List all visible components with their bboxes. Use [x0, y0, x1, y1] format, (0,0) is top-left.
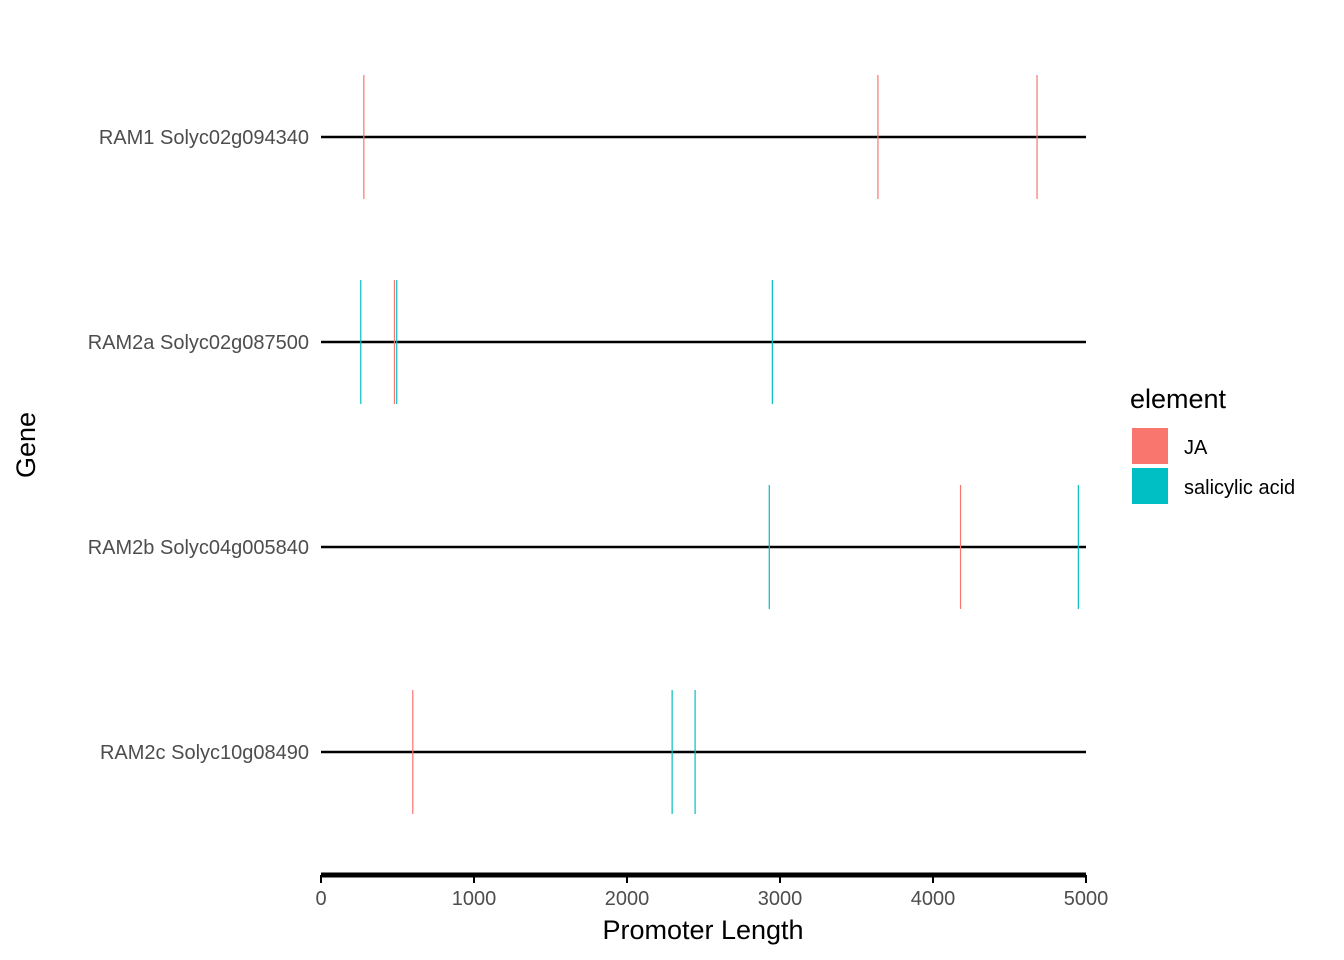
gene-label: RAM2c Solyc10g08490	[100, 742, 309, 764]
legend-key	[1132, 428, 1168, 464]
gene-label: RAM2b Solyc04g005840	[88, 537, 309, 559]
legend-label: JA	[1184, 437, 1208, 459]
x-tick-label: 0	[315, 888, 326, 910]
x-tick-label: 5000	[1064, 888, 1109, 910]
gene-labels-group: RAM1 Solyc02g094340 RAM2a Solyc02g087500 R…	[88, 127, 309, 764]
x-tick-label: 1000	[452, 888, 497, 910]
x-axis: 0 1000 2000 3000 4000 5000	[315, 872, 1109, 910]
gene-lines-group	[321, 135, 1086, 754]
x-tick-label: 2000	[605, 888, 650, 910]
gene-label: RAM2a Solyc02g087500	[88, 332, 309, 354]
legend-key	[1132, 468, 1168, 504]
element-marks-group	[360, 75, 1079, 814]
gene-label: RAM1 Solyc02g094340	[99, 127, 309, 149]
legend: element JA salicylic acid	[1130, 384, 1295, 504]
legend-label: salicylic acid	[1184, 477, 1295, 499]
x-tick-label: 4000	[911, 888, 956, 910]
x-axis-title: Promoter Length	[602, 915, 803, 945]
legend-title: element	[1130, 384, 1227, 414]
x-tick-label: 3000	[758, 888, 803, 910]
y-axis-title: Gene	[11, 412, 41, 478]
